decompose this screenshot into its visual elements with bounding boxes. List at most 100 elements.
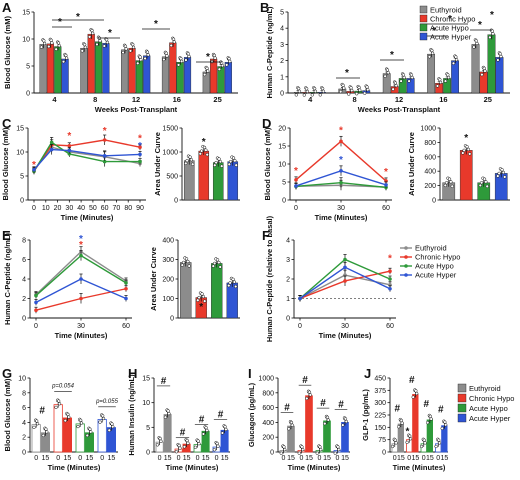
data-dot bbox=[435, 84, 440, 88]
panel-label-E: E bbox=[2, 228, 11, 243]
series-point bbox=[388, 286, 392, 291]
x-tick-label: 0 bbox=[436, 455, 440, 462]
data-dot bbox=[220, 164, 224, 168]
data-dot bbox=[500, 168, 504, 172]
data-dot bbox=[172, 40, 176, 44]
y-tick-label: 500 bbox=[166, 174, 178, 181]
data-dot bbox=[498, 52, 502, 56]
y-tick-label: 4 bbox=[22, 277, 26, 284]
series-point bbox=[124, 281, 128, 285]
data-dot bbox=[422, 438, 426, 442]
y-tick-label: 4 bbox=[286, 238, 290, 245]
y-tick-label: 1500 bbox=[162, 126, 178, 133]
series-point bbox=[388, 277, 392, 281]
data-dot bbox=[107, 428, 111, 432]
bar-A-16-acute-hyper bbox=[183, 57, 192, 94]
x-tick-label: 0 bbox=[393, 455, 397, 462]
data-dot bbox=[191, 162, 195, 166]
data-dot bbox=[179, 56, 183, 61]
series-point bbox=[138, 145, 142, 149]
x-tick-label: 0 bbox=[32, 205, 36, 212]
data-dot bbox=[87, 35, 92, 39]
bar-B-16-euthyroid bbox=[427, 53, 436, 94]
legend-swatch-euthyroid bbox=[419, 5, 428, 14]
data-dot bbox=[220, 63, 225, 68]
panel-label-H: H bbox=[128, 366, 137, 381]
x-tick-label: 30 bbox=[341, 323, 349, 330]
x-tick-label: 15 bbox=[202, 455, 210, 462]
data-dot bbox=[64, 53, 68, 58]
series-point bbox=[79, 253, 83, 258]
data-dot bbox=[111, 425, 115, 429]
data-dot bbox=[220, 431, 225, 435]
data-dot bbox=[76, 424, 80, 429]
series-point bbox=[124, 296, 128, 301]
legend-swatch-euthyroid bbox=[457, 383, 467, 393]
x-tick-label: 15 bbox=[42, 455, 50, 462]
y-tick-label: 0 bbox=[282, 198, 286, 205]
data-dot bbox=[491, 32, 495, 36]
data-dot bbox=[228, 281, 232, 285]
data-dot bbox=[185, 438, 189, 443]
data-dot bbox=[444, 423, 448, 427]
series-point bbox=[294, 184, 298, 188]
x-axis-label: Time (Minutes) bbox=[393, 463, 446, 472]
y-tick-label: 15 bbox=[142, 376, 150, 383]
x-tick-label: 0 bbox=[34, 455, 38, 462]
data-dot bbox=[429, 417, 433, 421]
y-tick-label: 20 bbox=[278, 126, 286, 133]
data-dot bbox=[438, 80, 443, 85]
y-tick-label: 375 bbox=[374, 388, 386, 395]
data-dot bbox=[501, 170, 506, 175]
data-dot bbox=[426, 420, 430, 425]
data-dot bbox=[390, 444, 395, 449]
data-dot bbox=[391, 87, 395, 91]
data-dot bbox=[146, 53, 150, 57]
data-dot bbox=[165, 54, 169, 58]
y-tick-label: 400 bbox=[424, 169, 436, 176]
legend-label: Acute Hyper bbox=[430, 33, 472, 42]
data-dot bbox=[187, 264, 191, 268]
data-dot bbox=[462, 148, 466, 152]
data-dot bbox=[233, 159, 237, 163]
y-axis-label: Area Under Curve bbox=[149, 247, 158, 311]
paired-bar-acute-hyper-t0 bbox=[97, 419, 107, 453]
data-dot bbox=[496, 58, 500, 62]
legend-swatch-chronic-hypo bbox=[419, 14, 428, 23]
auc-bar-acute-hyper bbox=[226, 282, 238, 319]
data-dot bbox=[215, 258, 220, 262]
sig-marker: * bbox=[199, 302, 203, 313]
data-dot bbox=[123, 44, 128, 48]
series-point bbox=[34, 308, 38, 313]
p-value: p=0.054 bbox=[51, 384, 75, 390]
data-dot bbox=[169, 43, 173, 48]
y-axis-label: Blood Glucose (mM) bbox=[263, 127, 272, 200]
data-dot bbox=[201, 432, 206, 436]
series-point bbox=[339, 169, 343, 173]
data-dot bbox=[326, 418, 330, 422]
sig-marker: * bbox=[390, 50, 394, 61]
data-dot bbox=[180, 263, 184, 267]
y-tick-label: 4 bbox=[280, 26, 284, 33]
data-dot bbox=[446, 73, 450, 77]
sig-marker: * bbox=[32, 160, 36, 171]
data-dot bbox=[189, 158, 194, 162]
data-dot bbox=[289, 420, 294, 425]
y-tick-label: 0 bbox=[22, 316, 26, 323]
series-point bbox=[67, 152, 72, 156]
sig-marker: # bbox=[218, 409, 224, 420]
x-tick-label: 0 bbox=[407, 455, 411, 462]
data-dot bbox=[399, 79, 403, 83]
bar-B-25-euthyroid bbox=[471, 44, 480, 94]
series-point bbox=[138, 159, 142, 164]
x-tick-label: 15 bbox=[86, 455, 94, 462]
legend-label: Chronic Hypo bbox=[430, 15, 475, 24]
x-tick-label: 4 bbox=[52, 95, 57, 104]
series-point bbox=[124, 286, 128, 291]
x-tick-label: 15 bbox=[287, 455, 295, 462]
data-dot bbox=[227, 162, 231, 166]
x-tick-label: 15 bbox=[108, 455, 116, 462]
x-tick-label: 15 bbox=[440, 455, 448, 462]
data-dot bbox=[325, 415, 330, 419]
bar-A-16-chronic-hypo bbox=[169, 42, 177, 94]
